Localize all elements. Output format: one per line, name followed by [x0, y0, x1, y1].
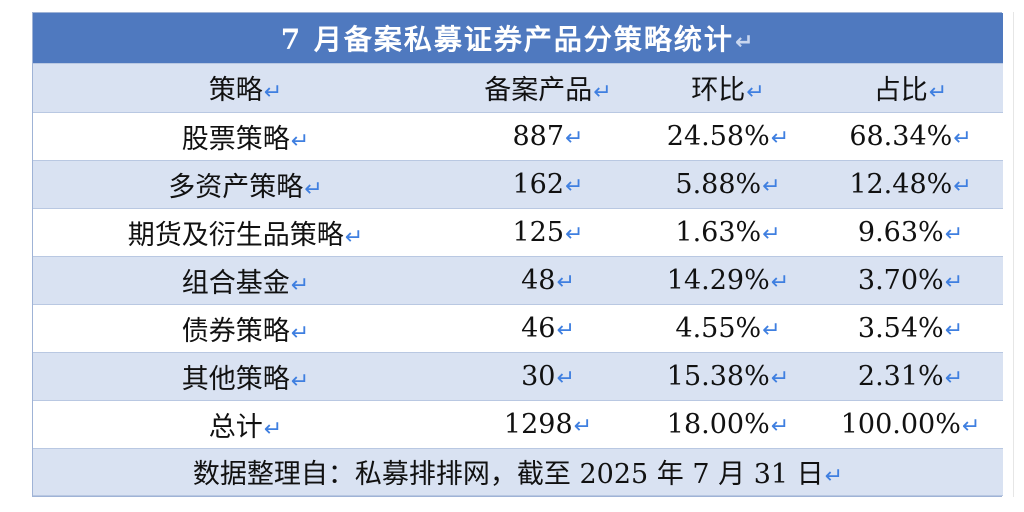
paragraph-mark-icon: ↵ — [824, 464, 844, 490]
paragraph-mark-icon: ↵ — [593, 80, 612, 105]
header-row: 策略↵ 备案产品↵ 环比↵ 占比↵ — [33, 63, 1004, 113]
paragraph-mark-icon: ↵ — [762, 317, 781, 343]
paragraph-mark-icon: ↵ — [770, 269, 790, 295]
paragraph-mark-icon: ↵ — [573, 413, 593, 439]
filed-count-cell: 46↵ — [458, 304, 638, 353]
paragraph-mark-icon: ↵ — [928, 80, 948, 105]
mom-cell: 1.63%↵ — [638, 208, 818, 257]
filed-count-cell: 48↵ — [458, 256, 638, 305]
table-row: 债券策略↵ 46↵ 4.55%↵ 3.54%↵ — [33, 304, 1004, 353]
paragraph-mark-icon: ↵ — [304, 176, 323, 202]
strategy-cell: 其他策略↵ — [33, 352, 458, 401]
mom-cell: 5.88%↵ — [638, 160, 818, 209]
strategy-cell: 总计↵ — [33, 400, 458, 449]
share-cell: 9.63%↵ — [818, 208, 1004, 257]
paragraph-mark-icon: ↵ — [944, 269, 964, 295]
paragraph-mark-icon: ↵ — [556, 317, 575, 343]
share-cell: 100.00%↵ — [818, 400, 1004, 449]
filed-count-cell: 1298↵ — [458, 400, 638, 449]
source-note-row: 数据整理自：私募排排网，截至 2025 年 7 月 31 日↵ — [33, 448, 1004, 496]
paragraph-mark-icon: ↵ — [734, 29, 756, 55]
paragraph-mark-icon: ↵ — [953, 125, 972, 151]
table-row: 多资产策略↵ 162↵ 5.88%↵ 12.48%↵ — [33, 160, 1004, 209]
share-cell: 68.34%↵ — [818, 112, 1004, 161]
paragraph-mark-icon: ↵ — [290, 128, 310, 154]
share-cell: 2.31%↵ — [818, 352, 1004, 401]
paragraph-mark-icon: ↵ — [770, 413, 790, 439]
paragraph-mark-icon: ↵ — [565, 125, 584, 151]
paragraph-mark-icon: ↵ — [290, 272, 310, 298]
filed-count-cell: 30↵ — [458, 352, 638, 401]
paragraph-mark-icon: ↵ — [290, 368, 310, 394]
paragraph-mark-icon: ↵ — [762, 221, 781, 247]
strategy-cell: 期货及衍生品策略↵ — [33, 208, 458, 257]
mom-cell: 18.00%↵ — [638, 400, 818, 449]
table-title-row: 7 月备案私募证券产品分策略统计↵ — [33, 13, 1004, 64]
table-title-cell: 7 月备案私募证券产品分策略统计↵ — [33, 13, 1004, 64]
paragraph-mark-icon: ↵ — [770, 125, 790, 151]
paragraph-mark-icon: ↵ — [263, 80, 283, 105]
source-note: 数据整理自：私募排排网，截至 2025 年 7 月 31 日 — [192, 459, 824, 491]
paragraph-mark-icon: ↵ — [762, 173, 781, 199]
paragraph-mark-icon: ↵ — [770, 365, 790, 391]
header-cell-share: 占比↵ — [818, 63, 1004, 113]
paragraph-mark-icon: ↵ — [746, 80, 765, 105]
share-cell: 3.54%↵ — [818, 304, 1004, 353]
paragraph-mark-icon: ↵ — [556, 269, 575, 295]
header-cell-mom: 环比↵ — [638, 63, 818, 113]
mom-cell: 24.58%↵ — [638, 112, 818, 161]
mom-cell: 14.29%↵ — [638, 256, 818, 305]
source-note-cell: 数据整理自：私募排排网，截至 2025 年 7 月 31 日↵ — [33, 448, 1004, 496]
header-cell-filed: 备案产品↵ — [458, 63, 638, 113]
table-row: 股票策略↵ 887↵ 24.58%↵ 68.34%↵ — [33, 112, 1004, 161]
share-cell: 12.48%↵ — [818, 160, 1004, 209]
paragraph-mark-icon: ↵ — [961, 413, 981, 439]
page-edge-divider — [1013, 12, 1014, 497]
mom-cell: 15.38%↵ — [638, 352, 818, 401]
paragraph-mark-icon: ↵ — [263, 416, 283, 442]
table-row: 期货及衍生品策略↵ 125↵ 1.63%↵ 9.63%↵ — [33, 208, 1004, 257]
strategy-stats-table: 7 月备案私募证券产品分策略统计↵ 策略↵ 备案产品↵ 环比↵ 占比↵ 股票策略… — [32, 12, 1004, 497]
paragraph-mark-icon: ↵ — [953, 173, 972, 199]
paragraph-mark-icon: ↵ — [565, 173, 584, 199]
paragraph-mark-icon: ↵ — [944, 317, 964, 343]
paragraph-mark-icon: ↵ — [290, 320, 310, 346]
strategy-cell: 债券策略↵ — [33, 304, 458, 353]
table-title: 7 月备案私募证券产品分策略统计 — [280, 22, 734, 56]
paragraph-mark-icon: ↵ — [344, 224, 364, 250]
strategy-cell: 组合基金↵ — [33, 256, 458, 305]
filed-count-cell: 162↵ — [458, 160, 638, 209]
mom-cell: 4.55%↵ — [638, 304, 818, 353]
table-row: 其他策略↵ 30↵ 15.38%↵ 2.31%↵ — [33, 352, 1004, 401]
paragraph-mark-icon: ↵ — [944, 221, 964, 247]
header-cell-strategy: 策略↵ — [33, 63, 458, 113]
paragraph-mark-icon: ↵ — [565, 221, 584, 247]
strategy-cell: 股票策略↵ — [33, 112, 458, 161]
strategy-cell: 多资产策略↵ — [33, 160, 458, 209]
table-row: 组合基金↵ 48↵ 14.29%↵ 3.70%↵ — [33, 256, 1004, 305]
paragraph-mark-icon: ↵ — [556, 365, 575, 391]
filed-count-cell: 887↵ — [458, 112, 638, 161]
paragraph-mark-icon: ↵ — [944, 365, 964, 391]
share-cell: 3.70%↵ — [818, 256, 1004, 305]
total-row: 总计↵ 1298↵ 18.00%↵ 100.00%↵ — [33, 400, 1004, 449]
filed-count-cell: 125↵ — [458, 208, 638, 257]
